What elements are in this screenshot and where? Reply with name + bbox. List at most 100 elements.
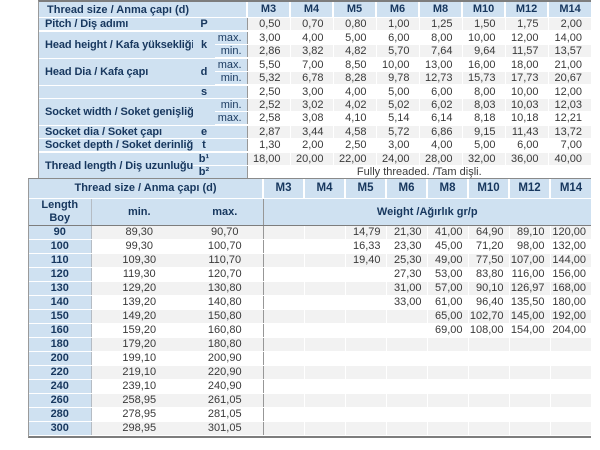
fully-threaded-note: Fully threaded. /Tam dişli. (246, 165, 592, 179)
weight-value-m10: 83,80 (467, 267, 509, 282)
weight-value-m6 (385, 365, 427, 380)
weight-value-m14: 120,00 (549, 225, 591, 240)
size-header-m6: M6 (385, 179, 427, 199)
weight-value-m3 (262, 267, 304, 282)
weight-value-m6 (385, 337, 427, 352)
spec-value-m8: 6,86 (418, 125, 463, 139)
weight-value-m10 (467, 421, 509, 436)
weight-value-m14 (549, 379, 591, 394)
spec-value-m10: 5,00 (461, 138, 506, 153)
spec-value-m6: 5,00 (375, 85, 420, 99)
spec-value-m14: 12,00 (547, 85, 592, 99)
spec-value-m6: 3,00 (375, 138, 420, 153)
spec-row-symbol: e (193, 125, 215, 139)
length-cell: 300 (29, 421, 91, 436)
max-length-cell: 100,70 (187, 239, 263, 254)
weight-value-m8: 49,00 (426, 253, 468, 268)
weight-value-m6: 21,30 (385, 225, 427, 240)
length-cell: 150 (29, 309, 91, 324)
spec-value-m6: 9,78 (375, 71, 420, 86)
spec-value-m8: 13,00 (418, 58, 463, 72)
weight-value-m6: 23,30 (385, 239, 427, 254)
weight-row: 220 219,10 220,90 (29, 365, 591, 380)
weight-value-m5 (344, 295, 386, 310)
spec-value-m8: 6,02 (418, 98, 463, 112)
spec-value-m5: 22,00 (332, 152, 377, 166)
weight-value-m4 (303, 309, 345, 324)
weight-value-m10: 102,70 (467, 309, 509, 324)
spec-row: Socket width / Soket genişliği min. 2,52 3,… (39, 98, 592, 126)
spec-value-m12: 6,00 (504, 138, 549, 153)
weight-row: 130 129,20 130,80 31,00 57,00 90,10 126,97 168,… (29, 281, 591, 296)
weight-value-m12: 116,00 (508, 267, 550, 282)
weight-value-m8 (426, 351, 468, 366)
spec-row: s 2,50 3,00 4,00 5,00 6,00 8,00 10,00 12,00 (39, 85, 592, 99)
spec-value-m14: 21,00 (547, 58, 592, 72)
size-header-m6: M6 (375, 2, 420, 18)
spec-value-m12: 18,00 (504, 58, 549, 72)
spec-value-m5: 2,50 (332, 138, 377, 153)
weight-value-m6: 31,00 (385, 281, 427, 296)
size-header-m3: M3 (246, 2, 291, 18)
spec-value-m5: 0,80 (332, 17, 377, 32)
weight-value-m6 (385, 421, 427, 436)
weight-value-m14: 156,00 (549, 267, 591, 282)
spec-value-m8: 28,00 (418, 152, 463, 166)
weight-table-title: Thread size / Anma çapı (d) (29, 179, 263, 199)
weight-value-m8: 45,00 (426, 239, 468, 254)
spec-value-m10: 16,00 (461, 58, 506, 72)
weight-value-m10 (467, 393, 509, 408)
length-label-en: Length (41, 199, 79, 211)
weight-value-m3 (262, 323, 304, 338)
weight-value-m14: 192,00 (549, 309, 591, 324)
spec-value-m12: 10,18 (504, 111, 549, 126)
spec-value-m8: 7,64 (418, 44, 463, 59)
weight-row: 120 119,30 120,70 27,30 53,00 83,80 116,00 156,… (29, 267, 591, 282)
length-cell: 100 (29, 239, 91, 254)
max-length-cell: 281,05 (187, 407, 263, 422)
weight-value-m6: 25,30 (385, 253, 427, 268)
max-length-cell: 110,70 (187, 253, 263, 268)
spec-value-m10: 32,00 (461, 152, 506, 166)
length-cell: 120 (29, 267, 91, 282)
weight-value-m12 (508, 337, 550, 352)
weight-value-m14 (549, 407, 591, 422)
spec-value-m4: 3,08 (289, 111, 334, 126)
weight-value-m4 (303, 225, 345, 240)
size-header-m8: M8 (418, 2, 463, 18)
spec-value-m4: 4,00 (289, 31, 334, 45)
spec-value-m8: 8,00 (418, 31, 463, 45)
weight-value-m8: 53,00 (426, 267, 468, 282)
weight-value-m10 (467, 365, 509, 380)
size-header-m8: M8 (426, 179, 468, 199)
weight-value-m14 (549, 365, 591, 380)
weight-value-m12: 145,00 (508, 309, 550, 324)
weight-value-m4 (303, 323, 345, 338)
weight-value-m4 (303, 295, 345, 310)
weight-value-m4 (303, 239, 345, 254)
weight-value-m4 (303, 337, 345, 352)
spec-row-symbol: t (193, 138, 215, 153)
spec-row-label: Head height / Kafa yüksekliği (39, 31, 193, 59)
spec-row: Socket dia / Soket çapı e 2,87 3,44 4,58 5,72… (39, 125, 592, 139)
weight-value-m8 (426, 379, 468, 394)
size-header-m12: M12 (504, 2, 549, 18)
min-length-cell: 199,10 (90, 351, 187, 366)
weight-value-m6 (385, 379, 427, 394)
weight-value-m8: 61,00 (426, 295, 468, 310)
spec-row-label: Socket depth / Soket derinliği (39, 138, 193, 153)
weight-value-m14: 132,00 (549, 239, 591, 254)
weight-value-m10: 96,40 (467, 295, 509, 310)
spec-row-limit: max. (215, 58, 248, 72)
weight-value-m6 (385, 407, 427, 422)
spec-row-limit: min. (215, 71, 248, 86)
weight-value-m5 (344, 309, 386, 324)
length-cell: 130 (29, 281, 91, 296)
weight-value-m3 (262, 309, 304, 324)
weight-value-m12: 89,10 (508, 225, 550, 240)
spec-value-m3: 2,50 (246, 85, 291, 99)
spec-value-m8: 6,14 (418, 111, 463, 126)
spec-value-m3: 3,00 (246, 31, 291, 45)
spec-value-m12: 11,43 (504, 125, 549, 139)
spec-value-m4: 7,00 (289, 58, 334, 72)
